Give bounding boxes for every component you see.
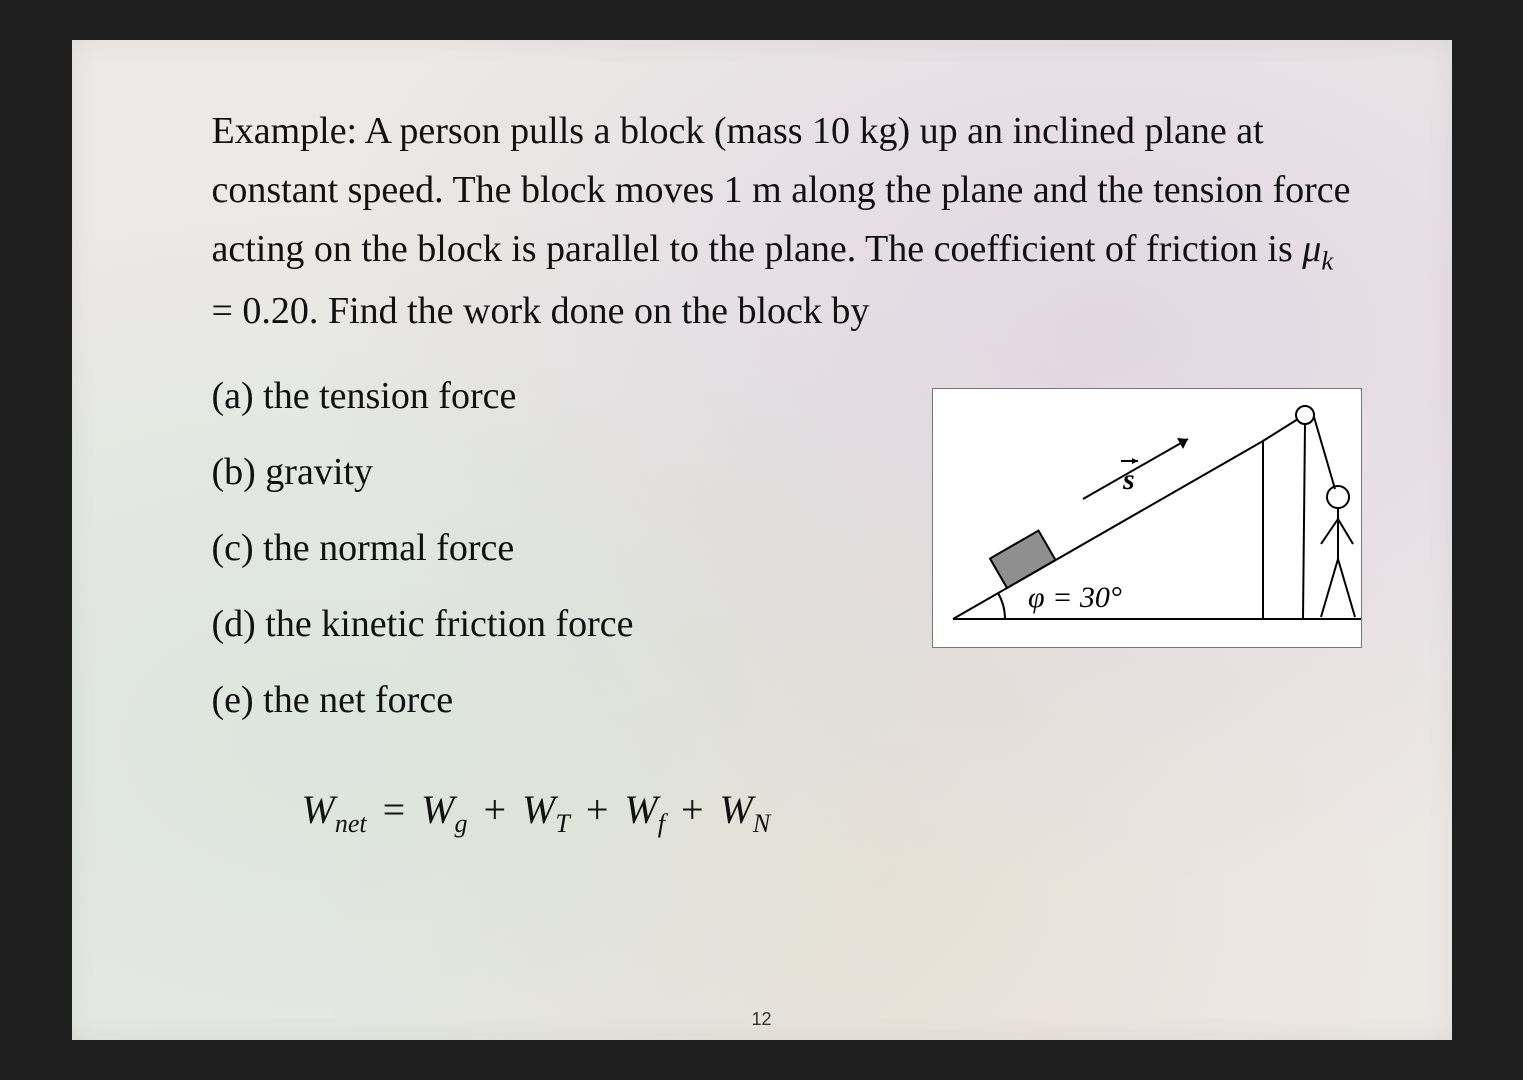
eq-wN-W: W	[720, 787, 753, 832]
person-head-icon	[1327, 486, 1349, 508]
angle-label: φ = 30°	[1028, 581, 1122, 614]
person-arm-right	[1338, 519, 1353, 544]
mu-k-symbol: μ	[1302, 228, 1321, 270]
option-d: (d) the kinetic friction force	[212, 586, 932, 662]
projection-frame: Example: A person pulls a block (mass 10…	[0, 0, 1523, 1080]
problem-text-2: Find the work done on the block by	[328, 290, 869, 332]
mu-k-value: = 0.20.	[212, 290, 328, 332]
eq-wnet-sub: net	[335, 809, 367, 838]
angle-arc	[998, 593, 1005, 619]
s-arrow	[1083, 438, 1188, 499]
options-list: (a) the tension force (b) gravity (c) th…	[212, 358, 932, 738]
problem-text-1: Example: A person pulls a block (mass 10…	[212, 110, 1351, 270]
incline-diagram: s φ = 30°	[932, 388, 1362, 648]
eq-plus1: +	[473, 787, 516, 832]
eq-wN-sub: N	[753, 809, 770, 838]
eq-equals: =	[373, 787, 416, 832]
block	[990, 531, 1055, 588]
rope-down	[1314, 417, 1335, 489]
pulley-support	[1303, 424, 1305, 619]
options-and-diagram-row: (a) the tension force (b) gravity (c) th…	[212, 358, 1372, 738]
net-work-equation: Wnet = Wg + WT + Wf + WN	[302, 786, 1372, 839]
option-c: (c) the normal force	[212, 510, 932, 586]
eq-plus2: +	[576, 787, 619, 832]
s-vector-head	[1132, 458, 1138, 464]
eq-wT-W: W	[522, 787, 555, 832]
eq-wT-sub: T	[555, 809, 569, 838]
eq-wg-W: W	[421, 787, 454, 832]
eq-wnet-W: W	[302, 787, 335, 832]
option-e: (e) the net force	[212, 662, 932, 738]
person-arm-left	[1321, 519, 1338, 544]
mu-k-subscript: k	[1321, 245, 1333, 275]
option-a: (a) the tension force	[212, 358, 932, 434]
pulley-icon	[1296, 406, 1314, 424]
slide: Example: A person pulls a block (mass 10…	[72, 40, 1452, 1040]
problem-statement: Example: A person pulls a block (mass 10…	[212, 102, 1362, 340]
eq-wf-W: W	[624, 787, 657, 832]
option-b: (b) gravity	[212, 434, 932, 510]
rope-line	[1263, 419, 1298, 441]
eq-plus3: +	[671, 787, 714, 832]
slide-number: 12	[751, 1009, 771, 1030]
person-leg-left	[1321, 559, 1338, 617]
incline-svg: s φ = 30°	[933, 389, 1363, 649]
s-label: s	[1122, 463, 1135, 496]
person-leg-right	[1338, 559, 1355, 617]
eq-wg-sub: g	[454, 809, 467, 838]
eq-wf-sub: f	[658, 809, 665, 838]
